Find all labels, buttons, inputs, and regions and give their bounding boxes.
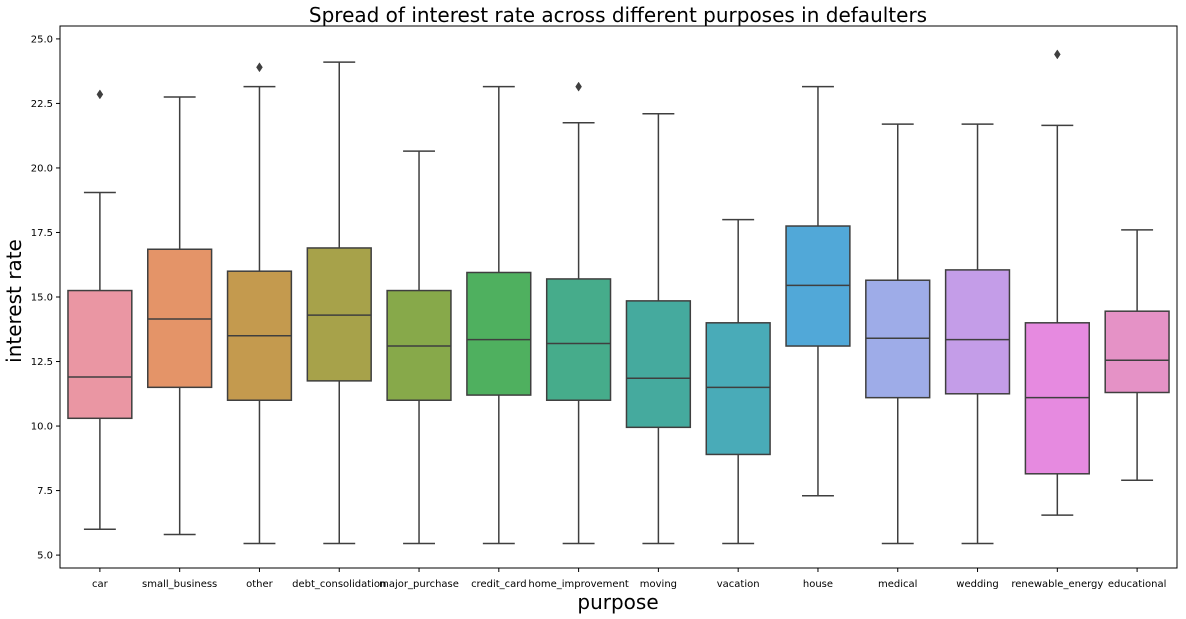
y-tick-label: 25.0 [31,34,53,45]
y-tick-label: 12.5 [31,357,53,368]
x-tick-label: home_improvement [528,579,629,590]
outlier-point [96,89,104,100]
box-credit_card [466,271,532,396]
x-tick-label: house [803,579,833,590]
x-tick-label: vacation [717,579,760,590]
box-home_improvement [545,278,612,401]
x-tick-label: major_purchase [379,579,459,590]
x-axis-label: purpose [577,590,658,614]
box-wedding [944,269,1011,395]
x-tick-label: debt_consolidation [292,579,386,590]
y-tick-label: 5.0 [37,551,53,562]
outlier-point [575,81,582,92]
outlier-point [256,62,263,73]
x-tick-label: renewable_energy [1011,579,1103,590]
y-axis-label: interest rate [2,239,26,363]
box-vacation [705,322,771,456]
x-tick-label: medical [878,579,917,590]
x-tick-label: educational [1108,579,1167,590]
plot-area: 5.0 7.5 10.0 12.5 15.0 17.5 20.0 22.5 25.0 car sma… [31,25,1178,590]
x-tick-label: wedding [956,579,999,590]
box-moving [625,300,692,429]
chart-title: Spread of interest rate across different… [309,3,927,27]
y-tick-label: 22.5 [31,99,53,110]
y-tick-label: 20.0 [31,163,53,174]
y-tick-label: 7.5 [37,486,53,497]
x-tick-label: credit_card [471,579,527,590]
x-tick-label: moving [640,579,677,590]
x-tick-label: car [92,579,109,590]
x-tick-label: other [246,579,274,590]
y-tick-label: 15.0 [31,293,53,304]
box-car [67,289,133,420]
y-tick-label: 17.5 [31,228,53,239]
box-educational [1104,310,1170,394]
x-tick-label: small_business [142,579,217,590]
y-tick-label: 10.0 [31,422,53,433]
outlier-point [1054,49,1061,60]
